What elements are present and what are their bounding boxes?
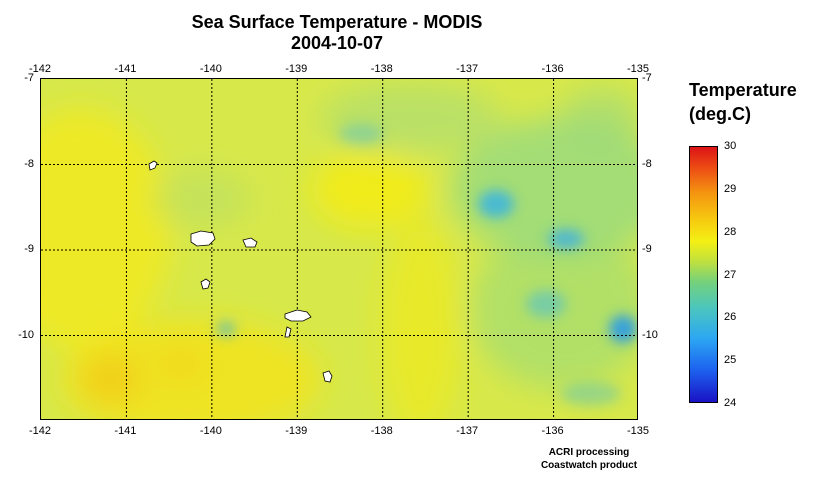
colorbar-tick: 24 [724,397,737,409]
gridlines [41,79,637,419]
colorbar-tick: 28 [724,225,737,238]
latitude-label: -9 [24,243,34,255]
islands [148,160,333,383]
longitude-label: -140 [199,63,222,75]
longitude-label: -138 [370,425,393,437]
longitude-label: -139 [285,425,308,437]
map-date: 2004-10-07 [290,33,384,53]
island [284,326,292,338]
longitude-label: -140 [199,425,222,437]
longitude-label: -137 [456,425,479,437]
colorbar-tick: 25 [724,354,737,367]
latitude-label: -9 [642,243,652,255]
cool-patches [216,124,637,406]
longitude-label: -135 [626,63,650,75]
longitude-label: -136 [541,425,564,437]
longitude-label: -142 [28,63,52,75]
latitude-label: -8 [24,157,34,170]
longitude-label: -139 [285,63,308,75]
longitude-label: -142 [28,425,52,437]
colorbar [689,146,718,403]
colorbar-tick: 27 [724,268,737,281]
colorbar-tick: 30 [724,140,737,152]
latitude-label: -7 [24,72,34,84]
island [242,237,258,248]
colorbar-tick: 29 [724,182,737,195]
island [284,309,312,322]
colorbar-units: (deg.C) [689,104,751,124]
credit-processing: ACRI processing [548,447,630,458]
longitude-label: -141 [114,425,137,437]
longitude-label: -135 [626,425,650,437]
longitude-label: -137 [456,63,479,75]
island [148,160,158,171]
credit-product: Coastwatch product [540,460,638,471]
island [200,278,211,290]
longitude-label: -138 [370,63,393,75]
map-title: Sea Surface Temperature - MODIS [191,12,483,32]
sst-map [41,79,637,419]
latitude-label: -7 [642,72,652,84]
colorbar-tick: 26 [724,311,737,324]
longitude-label: -136 [541,63,564,75]
sst-map-panel [40,78,638,420]
colorbar-title: Temperature [689,80,797,100]
island [322,370,333,383]
latitude-label: -8 [642,157,652,170]
island [190,230,216,247]
latitude-label: -10 [642,328,658,341]
latitude-label: -10 [18,328,34,341]
longitude-label: -141 [114,63,137,75]
